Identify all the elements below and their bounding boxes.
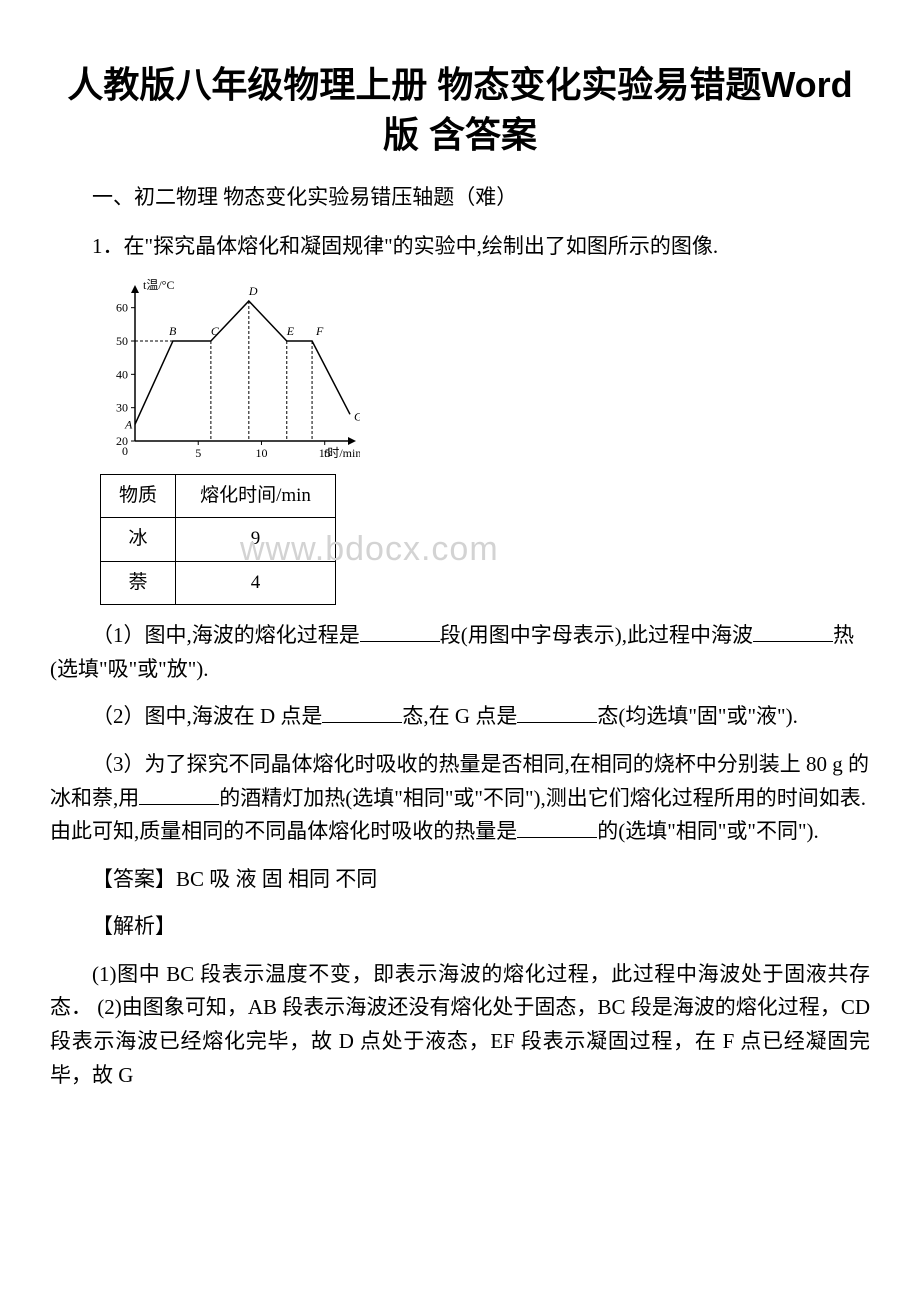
q3-part-c: 的(选填"相同"或"不同"). bbox=[597, 819, 819, 843]
document-title: 人教版八年级物理上册 物态变化实验易错题Word 版 含答案 bbox=[50, 60, 870, 161]
melting-chart: 203040506051015t温/°Ct时/minABCDEFG0 bbox=[100, 276, 360, 466]
svg-text:50: 50 bbox=[116, 334, 128, 348]
col-substance: 物质 bbox=[101, 474, 176, 517]
cell-substance: 萘 bbox=[101, 561, 176, 604]
blank bbox=[360, 621, 440, 642]
blank bbox=[517, 817, 597, 838]
table-row: 萘 4 bbox=[101, 561, 336, 604]
answer-line: 【答案】BC 吸 液 固 相同 不同 bbox=[50, 863, 870, 897]
question-2: （2）图中,海波在 D 点是 态,在 G 点是 态(均选填"固"或"液"). bbox=[50, 700, 870, 734]
svg-text:5: 5 bbox=[195, 446, 201, 460]
explain-body: (1)图中 BC 段表示温度不变，即表示海波的熔化过程，此过程中海波处于固液共存… bbox=[50, 958, 870, 1092]
svg-text:G: G bbox=[354, 409, 360, 423]
explain-label: 【解析】 bbox=[50, 910, 870, 944]
cell-time: 4 bbox=[176, 561, 336, 604]
blank bbox=[322, 702, 402, 723]
answer-text: BC 吸 液 固 相同 不同 bbox=[176, 867, 377, 891]
section-heading: 一、初二物理 物态变化实验易错压轴题（难） bbox=[50, 181, 870, 215]
problem-intro: 1．在"探究晶体熔化和凝固规律"的实验中,绘制出了如图所示的图像. bbox=[50, 230, 870, 264]
svg-text:10: 10 bbox=[255, 446, 267, 460]
svg-text:60: 60 bbox=[116, 301, 128, 315]
q2-part-c: 态(均选填"固"或"液"). bbox=[597, 704, 798, 728]
svg-text:F: F bbox=[315, 324, 324, 338]
blank bbox=[753, 621, 833, 642]
svg-text:D: D bbox=[248, 284, 258, 298]
svg-text:A: A bbox=[124, 417, 133, 431]
cell-time: 9 bbox=[176, 518, 336, 561]
table-row: 冰 9 bbox=[101, 518, 336, 561]
col-time: 熔化时间/min bbox=[176, 474, 336, 517]
q1-part-a: （1）图中,海波的熔化过程是 bbox=[92, 623, 360, 647]
figure-area: 203040506051015t温/°Ct时/minABCDEFG0 物质 熔化… bbox=[100, 276, 870, 605]
svg-text:0: 0 bbox=[122, 444, 128, 458]
svg-text:40: 40 bbox=[116, 367, 128, 381]
answer-label: 【答案】 bbox=[92, 867, 176, 891]
svg-text:B: B bbox=[169, 324, 177, 338]
svg-text:E: E bbox=[286, 324, 295, 338]
svg-text:t温/°C: t温/°C bbox=[143, 278, 174, 292]
svg-text:C: C bbox=[211, 324, 220, 338]
melting-time-table: 物质 熔化时间/min 冰 9 萘 4 bbox=[100, 474, 336, 605]
blank bbox=[517, 702, 597, 723]
question-3: （3）为了探究不同晶体熔化时吸收的热量是否相同,在相同的烧杯中分别装上 80 g… bbox=[50, 748, 870, 849]
svg-text:t时/min: t时/min bbox=[324, 446, 360, 460]
q1-part-b: 段(用图中字母表示),此过程中海波 bbox=[440, 623, 753, 647]
q2-part-b: 态,在 G 点是 bbox=[402, 704, 517, 728]
table-header-row: 物质 熔化时间/min bbox=[101, 474, 336, 517]
cell-substance: 冰 bbox=[101, 518, 176, 561]
svg-text:30: 30 bbox=[116, 401, 128, 415]
q2-part-a: （2）图中,海波在 D 点是 bbox=[92, 704, 322, 728]
question-1: （1）图中,海波的熔化过程是段(用图中字母表示),此过程中海波热(选填"吸"或"… bbox=[50, 619, 870, 686]
blank bbox=[139, 784, 219, 805]
